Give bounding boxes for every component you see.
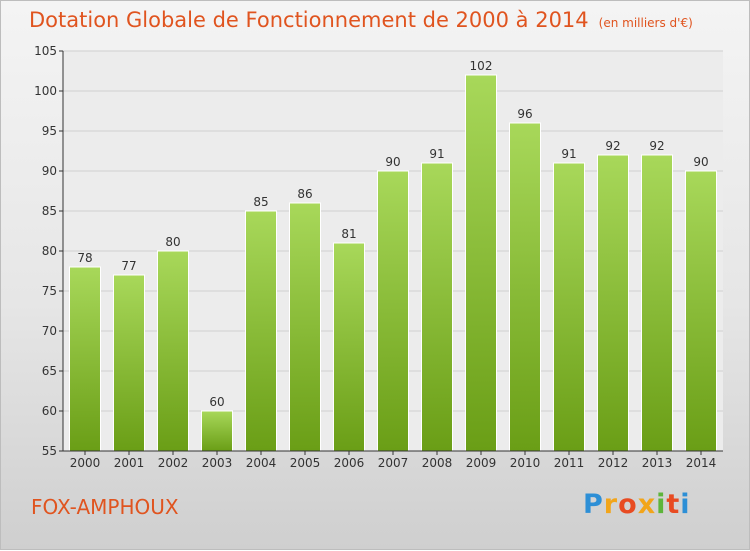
data-label-2001: 77 — [121, 259, 136, 273]
y-tick-label: 95 — [42, 124, 57, 138]
data-label-2007: 90 — [385, 155, 400, 169]
y-tick-label: 75 — [42, 284, 57, 298]
y-tick-label: 90 — [42, 164, 57, 178]
bar-2003 — [201, 410, 233, 452]
bar-2012 — [597, 154, 629, 452]
bar-2004 — [245, 210, 277, 452]
logo-letter: x — [637, 489, 657, 520]
y-tick-label: 105 — [34, 44, 57, 58]
bar-2009 — [465, 74, 497, 452]
x-tick-label-2009: 2009 — [466, 456, 497, 470]
x-tick-label-2014: 2014 — [686, 456, 717, 470]
logo-letter: i — [656, 489, 667, 520]
data-label-2009: 102 — [470, 59, 493, 73]
data-label-2005: 86 — [297, 187, 312, 201]
x-tick-label-2006: 2006 — [334, 456, 365, 470]
data-label-2013: 92 — [649, 139, 664, 153]
x-tick-label-2004: 2004 — [246, 456, 277, 470]
x-tick-label-2012: 2012 — [598, 456, 629, 470]
data-label-2004: 85 — [253, 195, 268, 209]
bar-2010 — [509, 122, 541, 452]
bar-2000 — [69, 266, 101, 452]
logo-letter: i — [680, 489, 691, 520]
commune-name: FOX-AMPHOUX — [31, 495, 179, 519]
data-label-2008: 91 — [429, 147, 444, 161]
data-label-2006: 81 — [341, 227, 356, 241]
x-tick-label-2013: 2013 — [642, 456, 673, 470]
logo-letter: P — [583, 489, 604, 520]
data-label-2012: 92 — [605, 139, 620, 153]
x-tick-label-2008: 2008 — [422, 456, 453, 470]
x-tick-label-2001: 2001 — [114, 456, 145, 470]
x-tick-label-2010: 2010 — [510, 456, 541, 470]
y-tick-label: 65 — [42, 364, 57, 378]
bar-2007 — [377, 170, 409, 452]
bar-2008 — [421, 162, 453, 452]
logo-letter: r — [603, 489, 619, 520]
y-tick-label: 70 — [42, 324, 57, 338]
data-label-2011: 91 — [561, 147, 576, 161]
chart-subtitle: (en milliers d'€) — [598, 16, 693, 30]
data-label-2002: 80 — [165, 235, 180, 249]
bar-2002 — [157, 250, 189, 452]
x-tick-label-2002: 2002 — [158, 456, 189, 470]
chart-title: Dotation Globale de Fonctionnement de 20… — [29, 8, 693, 32]
y-tick-label: 60 — [42, 404, 57, 418]
data-label-2010: 96 — [517, 107, 532, 121]
bar-2005 — [289, 202, 321, 452]
bar-2014 — [685, 170, 717, 452]
proxiti-logo: Proxiti — [583, 489, 691, 520]
data-label-2003: 60 — [209, 395, 224, 409]
chart-title-main: Dotation Globale de Fonctionnement de 20… — [29, 8, 589, 32]
bar-2011 — [553, 162, 585, 452]
x-tick-label-2000: 2000 — [70, 456, 101, 470]
data-label-2000: 78 — [77, 251, 92, 265]
logo-letter: o — [618, 489, 638, 520]
x-tick-label-2003: 2003 — [202, 456, 233, 470]
x-tick-label-2005: 2005 — [290, 456, 321, 470]
y-tick-label: 55 — [42, 444, 57, 458]
x-tick-label-2011: 2011 — [554, 456, 585, 470]
bar-2006 — [333, 242, 365, 452]
bar-2001 — [113, 274, 145, 452]
x-tick-label-2007: 2007 — [378, 456, 409, 470]
y-tick-label: 100 — [34, 84, 57, 98]
data-label-2014: 90 — [693, 155, 708, 169]
bar-2013 — [641, 154, 673, 452]
y-tick-label: 85 — [42, 204, 57, 218]
y-tick-label: 80 — [42, 244, 57, 258]
logo-letter: t — [666, 489, 681, 520]
